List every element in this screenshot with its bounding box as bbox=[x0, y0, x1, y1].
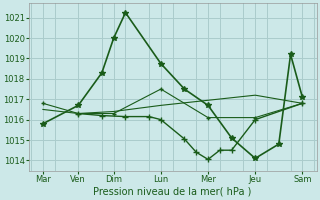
X-axis label: Pression niveau de la mer( hPa ): Pression niveau de la mer( hPa ) bbox=[93, 187, 252, 197]
